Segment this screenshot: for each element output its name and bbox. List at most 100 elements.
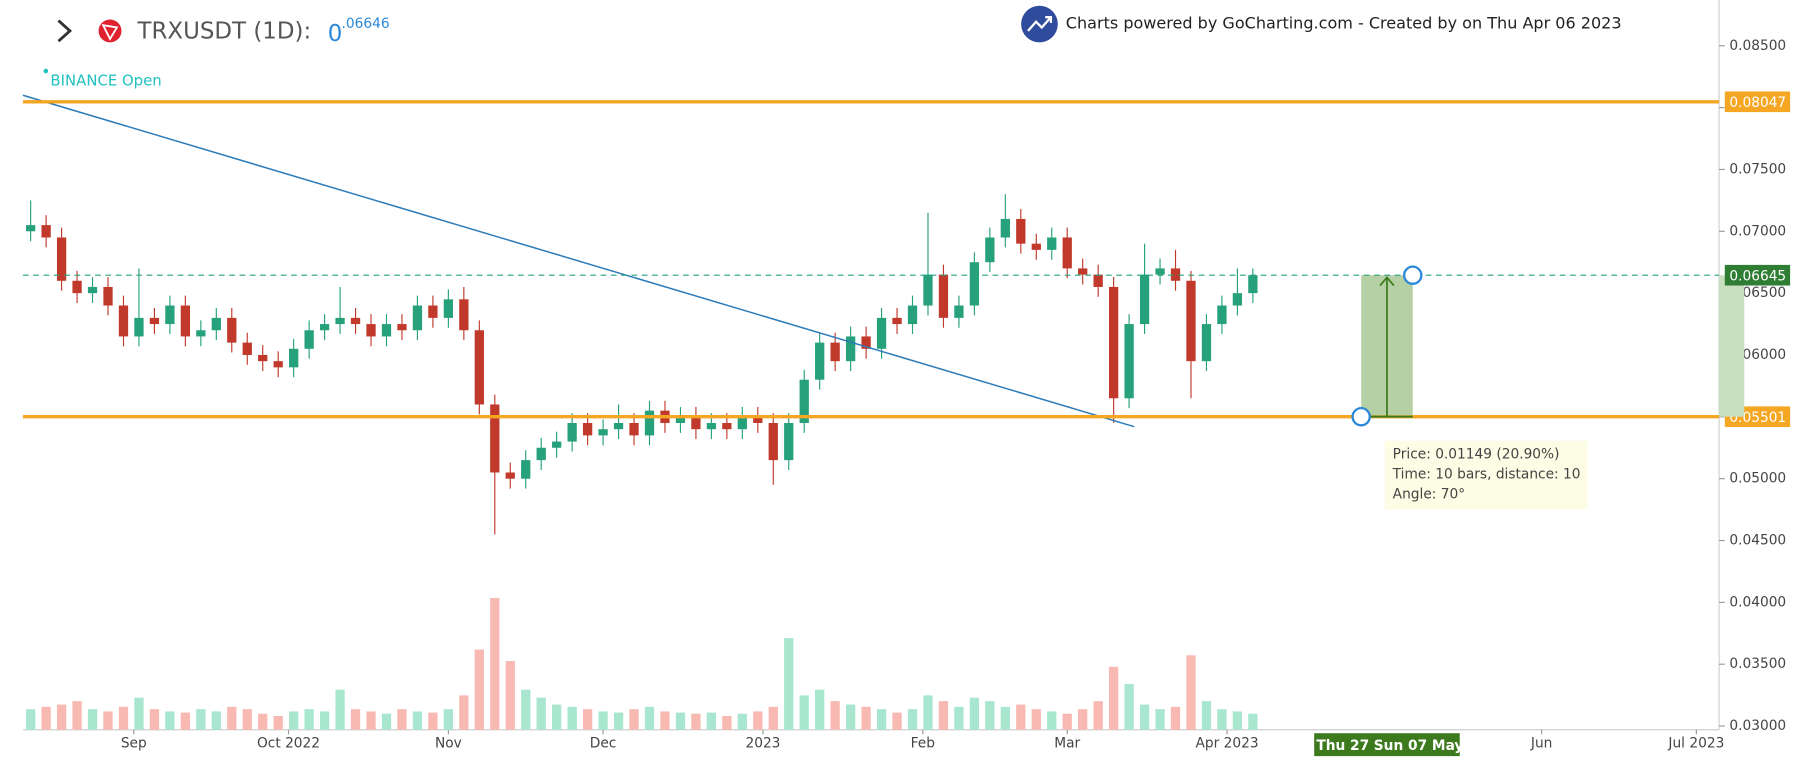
volume-bar bbox=[103, 711, 113, 730]
volume-bar bbox=[830, 701, 840, 730]
volume-bar bbox=[381, 713, 392, 730]
candle-body bbox=[1078, 268, 1088, 275]
x-tick-label: Jul 2023 bbox=[1667, 736, 1724, 752]
collapse-chevron[interactable] bbox=[57, 19, 73, 43]
volume-bar bbox=[474, 649, 484, 730]
volume-bar bbox=[1093, 701, 1103, 730]
candle-body bbox=[87, 286, 98, 294]
candle-body bbox=[26, 225, 36, 232]
volume-bar bbox=[72, 701, 82, 730]
volume-bar bbox=[149, 709, 160, 730]
candle-body bbox=[381, 324, 392, 337]
candle-body bbox=[536, 447, 546, 461]
volume-bar bbox=[289, 711, 299, 730]
x-tick-label: Mar bbox=[1054, 736, 1080, 752]
volume-bar bbox=[598, 711, 608, 730]
candle-body bbox=[845, 336, 856, 362]
coin-icon-glyph bbox=[101, 24, 119, 41]
candle-body bbox=[289, 348, 299, 368]
candle-body bbox=[629, 423, 639, 436]
exchange-dot bbox=[43, 68, 49, 74]
volume-bar bbox=[459, 695, 469, 730]
volume-bar bbox=[521, 689, 531, 730]
volume-bar bbox=[907, 709, 918, 730]
candle-body bbox=[103, 286, 113, 306]
x-tick-label: Feb bbox=[911, 736, 935, 752]
volume-bar bbox=[428, 712, 438, 730]
candle-body bbox=[830, 342, 840, 362]
x-tick-label: Oct 2022 bbox=[257, 736, 320, 752]
candle-body bbox=[474, 330, 484, 405]
measure-x-label: Thu 27 bbox=[1316, 738, 1369, 754]
volume-bar bbox=[799, 695, 809, 730]
volume-bar bbox=[41, 706, 51, 730]
volume-bar bbox=[706, 712, 717, 730]
candle-body bbox=[675, 416, 686, 424]
candle-body bbox=[985, 237, 995, 263]
volume-bar bbox=[753, 711, 763, 730]
candle-body bbox=[56, 237, 67, 281]
candle-body bbox=[227, 317, 237, 343]
candle-body bbox=[815, 342, 825, 380]
volume-bar bbox=[335, 689, 345, 730]
candle-body bbox=[1217, 305, 1227, 325]
candle-body bbox=[1186, 280, 1196, 362]
volume-bar bbox=[1016, 704, 1026, 730]
volume-bar bbox=[87, 709, 98, 730]
volume-bar bbox=[1248, 713, 1258, 730]
candle-body bbox=[1155, 268, 1165, 275]
measure-axis-band bbox=[1719, 275, 1745, 417]
y-tick-label: 0.07000 bbox=[1729, 223, 1786, 239]
candle-body bbox=[784, 423, 794, 461]
volume-bar bbox=[1232, 711, 1243, 730]
y-tick-label: 0.04000 bbox=[1729, 594, 1786, 610]
volume-bar bbox=[118, 706, 129, 730]
measure-tooltip-line: Angle: 70° bbox=[1393, 487, 1465, 503]
volume-bar bbox=[412, 711, 423, 730]
volume-bar bbox=[923, 695, 933, 730]
candle-body bbox=[273, 361, 283, 368]
volume-bar bbox=[1047, 711, 1057, 730]
measure-x-label-box bbox=[1314, 733, 1460, 757]
candle-body bbox=[1170, 268, 1181, 281]
candle-body bbox=[1232, 293, 1243, 306]
candle-body bbox=[722, 423, 732, 430]
volume-bar bbox=[660, 711, 670, 730]
candle-body bbox=[799, 379, 809, 424]
volume-bar bbox=[196, 709, 206, 730]
last-price-label: 0.06645 bbox=[1729, 268, 1786, 284]
volume-bar bbox=[242, 709, 252, 730]
candle-body bbox=[892, 317, 902, 325]
candle-body bbox=[644, 410, 655, 436]
volume-bar bbox=[536, 697, 546, 730]
candle-body bbox=[1248, 275, 1258, 294]
candle-body bbox=[412, 305, 423, 331]
volume-bar bbox=[938, 701, 949, 730]
y-tick-label: 0.07500 bbox=[1729, 161, 1786, 177]
volume-bar bbox=[56, 704, 67, 730]
volume-bar bbox=[567, 706, 577, 730]
candle-body bbox=[521, 460, 531, 479]
volume-bar bbox=[1170, 706, 1181, 730]
candle-body bbox=[954, 305, 964, 318]
candle-body bbox=[505, 472, 515, 479]
candle-body bbox=[258, 354, 268, 362]
candle-body bbox=[613, 423, 624, 430]
candle-body bbox=[459, 299, 469, 331]
candle-body bbox=[1201, 324, 1212, 362]
y-tick-label: 0.03000 bbox=[1729, 718, 1786, 734]
measure-tooltip-box bbox=[1384, 440, 1588, 510]
volume-bar bbox=[675, 712, 686, 730]
candle-body bbox=[1108, 286, 1119, 399]
candle-body bbox=[397, 324, 407, 331]
volume-bar bbox=[845, 704, 856, 730]
volume-bar bbox=[505, 661, 515, 730]
candle-body bbox=[350, 317, 361, 325]
volume-bar bbox=[1155, 709, 1165, 730]
candle-body bbox=[907, 305, 918, 325]
trendline bbox=[22, 94, 1135, 428]
volume-bar bbox=[1139, 704, 1150, 730]
volume-bar bbox=[273, 716, 283, 730]
